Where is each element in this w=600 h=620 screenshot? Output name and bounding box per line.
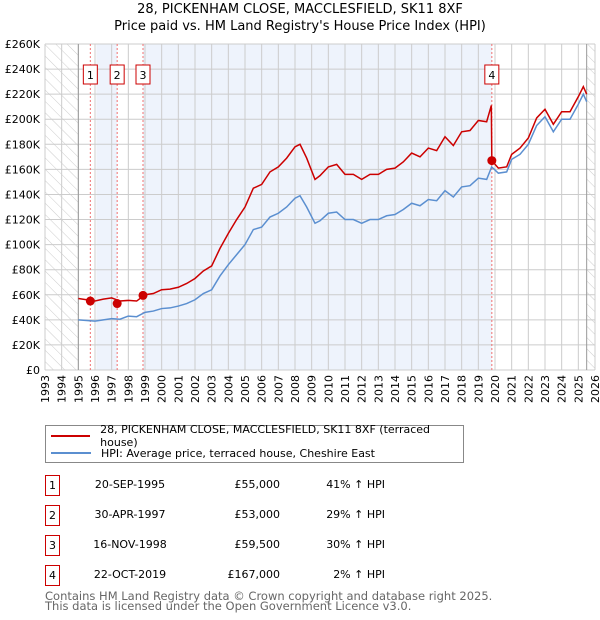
x-tick-label: 2011 <box>339 375 352 403</box>
x-tick-label: 2022 <box>522 375 535 403</box>
sale-marker-label: 4 <box>488 69 495 82</box>
table-row: 2 30-APR-1997 £53,000 29% ↑ HPI <box>45 505 465 527</box>
x-tick-label: 2025 <box>572 375 585 403</box>
chart-subtitle: Price paid vs. HM Land Registry's House … <box>114 19 486 34</box>
x-tick-label: 1996 <box>89 375 102 403</box>
y-tick-label: £160K <box>5 163 41 176</box>
y-tick-label: £20K <box>12 339 41 352</box>
y-tick-label: £260K <box>5 38 41 51</box>
x-tick-label: 2008 <box>289 375 302 403</box>
x-tick-label: 2013 <box>372 375 385 403</box>
sale-price: £59,500 <box>234 538 281 551</box>
x-tick-label: 2009 <box>306 375 319 403</box>
sale-hpi-diff: 41% ↑ HPI <box>326 478 385 491</box>
sale-hpi-diff: 2% ↑ HPI <box>333 568 385 581</box>
hpi-line <box>78 92 588 322</box>
sale-date: 16-NOV-1998 <box>93 538 167 551</box>
sale-point <box>112 299 122 309</box>
sale-marker-box <box>82 64 98 85</box>
y-tick-label: £40K <box>12 314 41 327</box>
sale-marker-label: 2 <box>114 69 121 82</box>
x-tick-label: 2018 <box>456 375 469 403</box>
y-tick-label: £100K <box>5 239 41 252</box>
x-tick-label: 2003 <box>206 375 219 403</box>
sale-price: £167,000 <box>227 568 281 581</box>
x-tick-label: 2005 <box>239 375 252 403</box>
y-tick-label: £120K <box>5 214 41 227</box>
x-tick-label: 2004 <box>222 375 235 403</box>
x-tick-label: 1995 <box>72 375 85 403</box>
x-tick-label: 2006 <box>256 375 269 403</box>
legend-swatch-red <box>51 435 91 437</box>
x-tick-label: 2010 <box>322 375 335 403</box>
footer-copyright: Contains HM Land Registry data © Crown c… <box>45 589 493 603</box>
x-tick-label: 2019 <box>472 375 485 403</box>
sale-marker: 4 <box>45 565 60 586</box>
sale-marker-label: 3 <box>140 69 147 82</box>
x-tick-label: 2024 <box>556 375 569 403</box>
x-tick-label: 1993 <box>39 375 52 403</box>
legend-item-property: 28, PICKENHAM CLOSE, MACCLESFIELD, SK11 … <box>51 423 463 449</box>
property-price-line <box>78 84 588 302</box>
legend-label-hpi: HPI: Average price, terraced house, Ches… <box>101 446 375 460</box>
x-tick-label: 2017 <box>439 375 452 403</box>
x-tick-label: 2016 <box>422 375 435 403</box>
y-tick-label: £220K <box>5 88 41 101</box>
x-tick-label: 1998 <box>122 375 135 403</box>
x-tick-label: 2012 <box>356 375 369 403</box>
sale-marker: 3 <box>45 535 60 556</box>
sale-marker-box <box>484 64 500 85</box>
sale-hpi-diff: 29% ↑ HPI <box>326 508 385 521</box>
sale-price: £53,000 <box>234 508 281 521</box>
legend-swatch-blue <box>51 452 91 454</box>
y-tick-label: £180K <box>5 138 41 151</box>
sale-point <box>138 290 148 300</box>
legend-item-hpi: HPI: Average price, terraced house, Ches… <box>51 445 375 461</box>
x-tick-label: 2007 <box>272 375 285 403</box>
sale-marker-box <box>109 64 125 85</box>
y-tick-label: £200K <box>5 113 41 126</box>
table-row: 4 22-OCT-2019 £167,000 2% ↑ HPI <box>45 565 465 587</box>
y-tick-label: £60K <box>12 289 41 302</box>
x-tick-label: 2014 <box>389 375 402 403</box>
x-tick-label: 1999 <box>139 375 152 403</box>
x-tick-label: 2026 <box>589 375 600 403</box>
table-row: 3 16-NOV-1998 £59,500 30% ↑ HPI <box>45 535 465 557</box>
x-tick-label: 2001 <box>172 375 185 403</box>
x-tick-label: 2021 <box>506 375 519 403</box>
sale-marker-label: 1 <box>87 69 94 82</box>
legend-label-property: 28, PICKENHAM CLOSE, MACCLESFIELD, SK11 … <box>100 423 431 449</box>
y-tick-label: £240K <box>5 63 41 76</box>
x-tick-label: 2020 <box>489 375 502 403</box>
sale-date: 22-OCT-2019 <box>93 568 167 581</box>
x-tick-label: 2023 <box>539 375 552 403</box>
x-tick-label: 2002 <box>189 375 202 403</box>
x-tick-label: 2015 <box>406 375 419 403</box>
x-tick-label: 2000 <box>156 375 169 403</box>
y-tick-label: £0 <box>26 364 40 377</box>
footer-license: This data is licensed under the Open Gov… <box>45 599 412 613</box>
sale-point <box>487 156 497 166</box>
sale-date: 20-SEP-1995 <box>94 478 166 491</box>
sale-point <box>85 296 95 306</box>
price-chart: 1993 1994 1995 1996 1997 1998 1999 2000 2001 2002… <box>5 38 600 403</box>
chart-legend: 28, PICKENHAM CLOSE, MACCLESFIELD, SK11 … <box>45 423 464 463</box>
sale-marker: 1 <box>45 475 60 496</box>
shaded-period <box>143 44 492 370</box>
table-row: 1 20-SEP-1995 £55,000 41% ↑ HPI <box>45 475 465 497</box>
y-tick-label: £80K <box>12 264 41 277</box>
x-tick-label: 1997 <box>106 375 119 403</box>
chart-title: 28, PICKENHAM CLOSE, MACCLESFIELD, SK11 … <box>137 2 463 17</box>
sale-marker-box <box>135 64 151 85</box>
sale-hpi-diff: 30% ↑ HPI <box>326 538 385 551</box>
y-tick-label: £140K <box>5 188 41 201</box>
x-tick-label: 1994 <box>56 375 69 403</box>
sale-price: £55,000 <box>234 478 281 491</box>
sale-date: 30-APR-1997 <box>94 508 166 521</box>
hatched-no-data-region <box>586 44 595 370</box>
sale-marker: 2 <box>45 505 60 526</box>
